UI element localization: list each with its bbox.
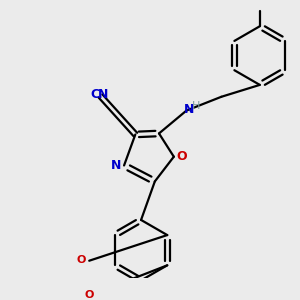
Text: O: O [76,255,86,265]
Text: C: C [90,88,99,101]
Text: N: N [184,103,194,116]
Text: N: N [111,159,122,172]
Text: O: O [85,290,94,300]
Text: O: O [177,150,188,163]
Text: N: N [98,88,109,101]
Text: H: H [192,100,200,111]
